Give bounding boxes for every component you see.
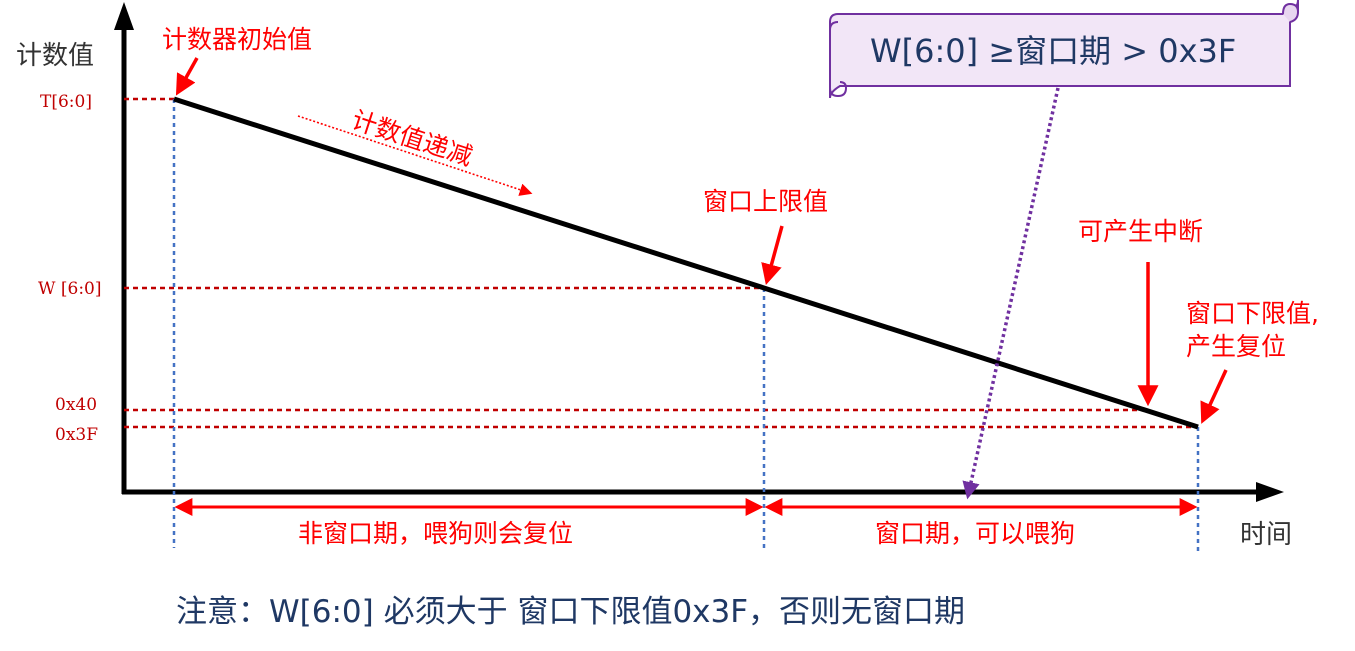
counter-line — [173, 96, 1199, 430]
x-axis-label: 时间 — [1240, 520, 1292, 550]
arrow-window-lower — [1200, 369, 1228, 424]
scroll-left-curl — [829, 21, 848, 98]
horizontal-guides — [124, 97, 1198, 429]
label-window-lower-line1: 窗口下限值, — [1186, 299, 1319, 328]
arrow-decreasing — [297, 115, 533, 196]
scroll-callout: W[6:0] ≥窗口期 > 0x3F — [829, 0, 1300, 99]
arrow-scroll-to-window — [962, 87, 1060, 500]
tick-0x3f: 0x3F — [55, 425, 98, 445]
arrow-initial-value — [175, 57, 199, 96]
label-initial-value: 计数器初始值 — [162, 25, 312, 54]
scroll-text: W[6:0] ≥窗口期 > 0x3F — [870, 32, 1236, 70]
tick-w-value: W [6:0] — [38, 279, 102, 299]
note-text: 注意：W[6:0] 必须大于 窗口下限值0x3F，否则无窗口期 — [176, 594, 965, 630]
tick-0x40: 0x40 — [55, 395, 97, 415]
x-axis-arrowhead — [1256, 482, 1284, 502]
label-window-upper: 窗口上限值 — [703, 187, 828, 216]
label-window-period: 窗口期，可以喂狗 — [875, 519, 1075, 548]
label-interrupt: 可产生中断 — [1078, 217, 1203, 246]
label-non-window-period: 非窗口期，喂狗则会复位 — [298, 519, 573, 548]
scroll-top-curl — [1282, 2, 1300, 23]
y-axis-arrowhead — [114, 2, 134, 30]
label-window-lower-line2: 产生复位 — [1186, 332, 1286, 361]
arrow-window-upper — [761, 225, 784, 286]
vertical-guides — [172, 99, 1200, 555]
scroll-body — [829, 0, 1299, 99]
tick-t-value: T[6:0] — [40, 92, 92, 112]
axes — [114, 2, 1284, 502]
y-axis-label: 计数值 — [16, 41, 94, 71]
